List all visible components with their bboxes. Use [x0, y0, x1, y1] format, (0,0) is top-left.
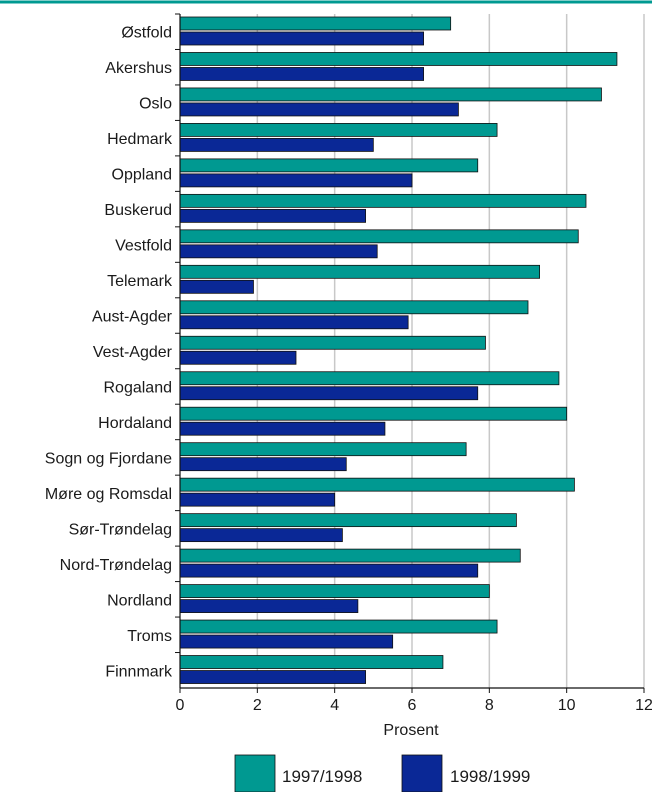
bar-1997-1998 — [179, 264, 541, 279]
x-axis-title: Prosent — [383, 722, 439, 739]
category-label: Sør-Trøndelag — [69, 521, 172, 538]
category-label: Hordaland — [98, 415, 172, 432]
bar-1998-1999 — [179, 350, 297, 365]
legend: 1997/1998 1998/1999 — [234, 754, 530, 792]
bar-1997-1998 — [179, 229, 579, 244]
x-tick-label: 2 — [253, 697, 262, 714]
bar-1998-1999 — [179, 599, 359, 613]
bars — [179, 16, 618, 684]
category-label: Telemark — [107, 273, 173, 290]
bar-1997-1998 — [179, 300, 529, 315]
bar-1997-1998 — [179, 406, 568, 421]
bar-1997-1998 — [179, 158, 479, 173]
bar-1997-1998 — [179, 16, 452, 31]
bar-1998-1999 — [179, 634, 394, 649]
bar-1997-1998 — [179, 584, 490, 598]
bar-1998-1999 — [179, 315, 409, 330]
legend-swatch — [401, 754, 443, 792]
bar-1998-1999 — [179, 528, 343, 543]
category-label: Østfold — [121, 25, 172, 42]
x-tick-label: 4 — [330, 697, 339, 714]
bar-1997-1998 — [179, 655, 444, 669]
category-label: Nord-Trøndelag — [60, 557, 172, 574]
bar-1998-1999 — [179, 563, 479, 578]
bar-1997-1998 — [179, 548, 521, 563]
bar-1997-1998 — [179, 87, 602, 102]
bar-1997-1998 — [179, 619, 498, 634]
category-label: Finnmark — [105, 663, 173, 680]
bar-1998-1999 — [179, 670, 367, 684]
x-tick-labels: 0 2 4 6 8 10 12 — [176, 697, 652, 714]
x-tick-label: 10 — [558, 697, 576, 714]
category-label: Troms — [127, 628, 172, 645]
bar-1998-1999 — [179, 102, 459, 117]
bar-1998-1999 — [179, 492, 336, 507]
bar-1997-1998 — [179, 442, 467, 457]
bar-1997-1998 — [179, 477, 575, 492]
bar-1998-1999 — [179, 67, 425, 81]
category-label: Hedmark — [107, 131, 173, 148]
bar-1998-1999 — [179, 138, 374, 152]
category-label: Møre og Romsdal — [45, 486, 172, 503]
category-label: Buskerud — [104, 202, 172, 219]
bar-1998-1999 — [179, 208, 367, 223]
bar-1997-1998 — [179, 513, 517, 528]
category-label: Nordland — [107, 592, 172, 609]
legend-label: 1997/1998 — [282, 767, 362, 786]
category-label: Oslo — [139, 96, 172, 113]
legend-label: 1998/1999 — [450, 767, 530, 786]
category-label: Akershus — [105, 60, 172, 77]
category-label: Vest-Agder — [93, 344, 173, 361]
x-tick-label: 0 — [176, 697, 185, 714]
axes — [175, 13, 645, 693]
category-label: Sogn og Fjordane — [45, 450, 172, 467]
bar-1998-1999 — [179, 279, 254, 294]
category-label: Rogaland — [104, 379, 173, 396]
category-label: Vestfold — [115, 238, 172, 255]
bar-1997-1998 — [179, 52, 618, 66]
bar-1998-1999 — [179, 31, 425, 46]
x-tick-label: 6 — [408, 697, 417, 714]
bar-1997-1998 — [179, 123, 498, 137]
x-tick-label: 12 — [635, 697, 652, 714]
category-label: Oppland — [112, 167, 173, 184]
bar-1997-1998 — [179, 193, 587, 208]
category-label: Aust-Agder — [92, 309, 173, 326]
bar-1997-1998 — [179, 371, 560, 386]
bar-1998-1999 — [179, 386, 479, 401]
legend-swatch — [234, 754, 276, 792]
bar-1998-1999 — [179, 457, 347, 472]
bar-1998-1999 — [179, 173, 413, 188]
x-tick-label: 8 — [485, 697, 494, 714]
bar-1997-1998 — [179, 335, 486, 350]
bar-1998-1999 — [179, 421, 386, 436]
bar-1998-1999 — [179, 244, 378, 259]
category-labels: Østfold Akershus Oslo Hedmark Oppland Buskeru… — [45, 25, 173, 681]
